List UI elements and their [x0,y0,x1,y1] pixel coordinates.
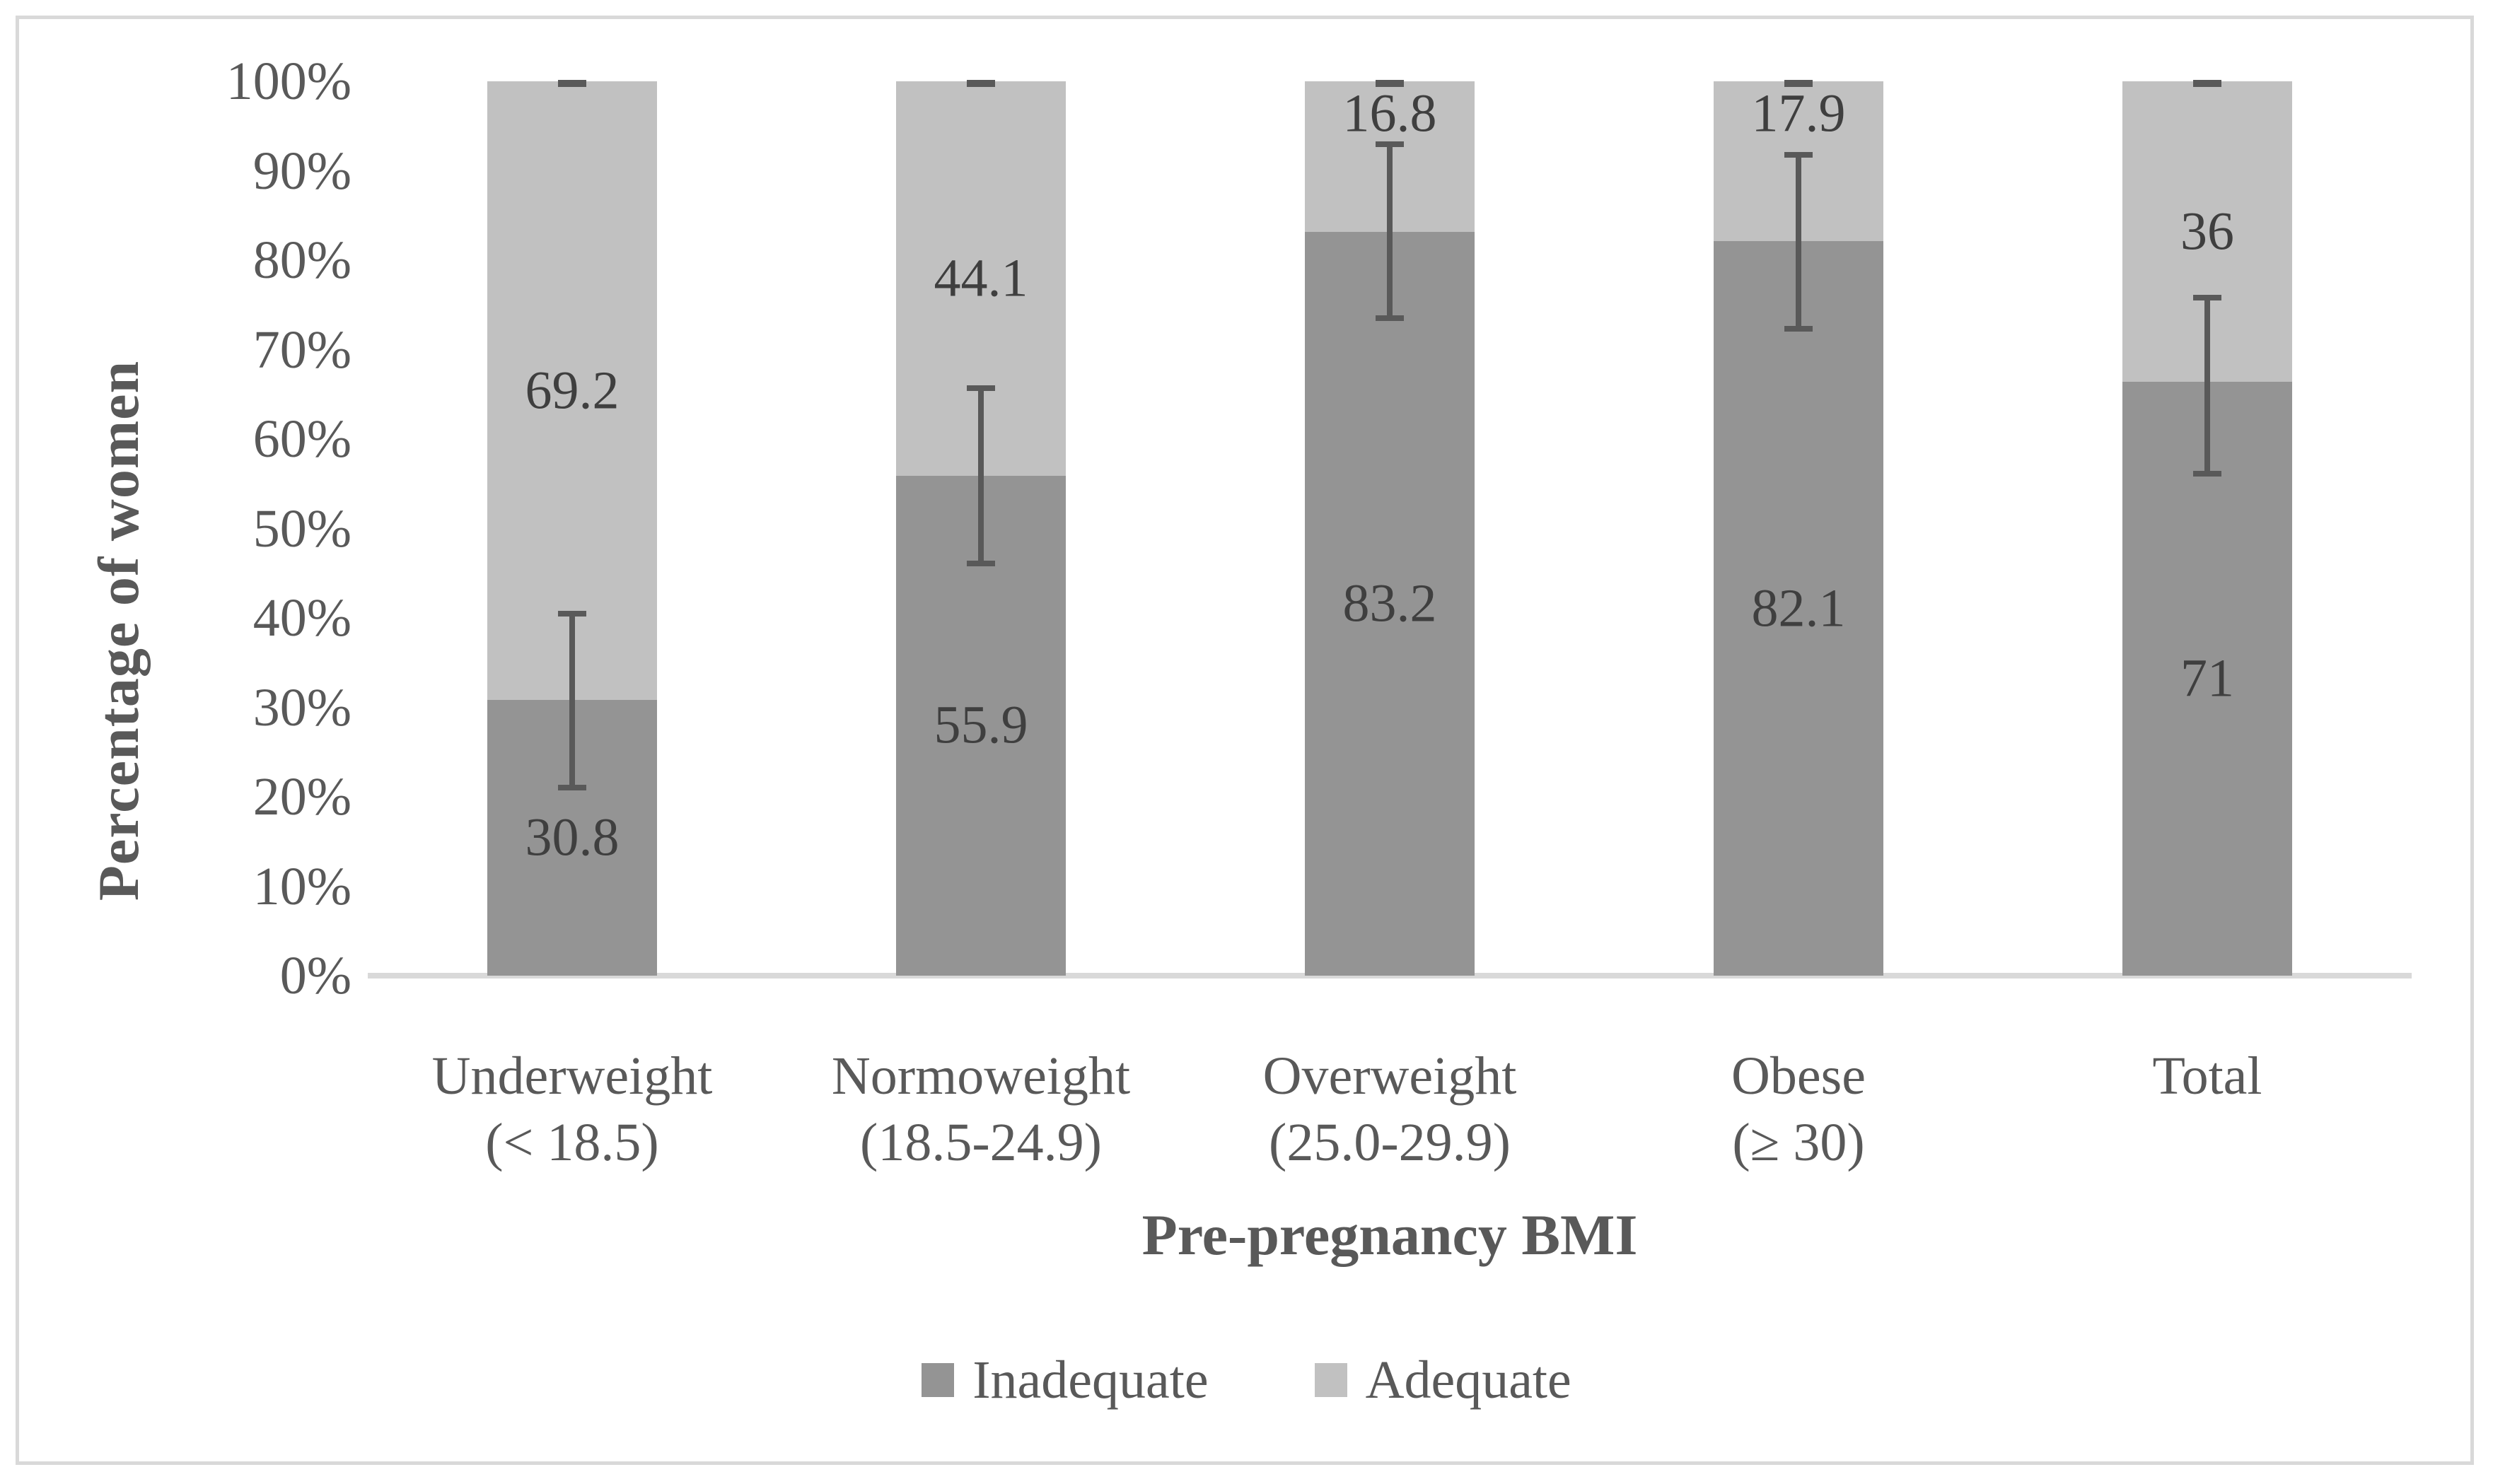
bar-segment-adequate [487,81,657,701]
y-tick-label: 90% [252,141,351,201]
error-bar-cap-top [1784,151,1813,158]
category-label-line: (25.0-29.9) [1269,1113,1511,1172]
category-label: Overweight (25.0-29.9) [1185,1043,1594,1176]
y-tick-label: 0% [279,946,351,1005]
error-bar-cap-top [967,385,995,391]
category-label-line: (18.5-24.9) [860,1113,1102,1172]
error-bar-cap-100pct [2193,80,2221,87]
error-bar-cap-top [2193,295,2221,301]
legend-item-adequate: Adequate [1314,1345,1571,1415]
x-axis-title: Pre-pregnancy BMI [1141,1203,1638,1267]
error-bar-whisker [569,613,575,788]
error-bar-cap-100pct [1784,80,1813,87]
category-label-line: Normoweight [831,1046,1131,1106]
adequate-swatch-icon [1314,1363,1347,1397]
category-label-line: Underweight [431,1046,713,1106]
category-label-line: Obese [1731,1046,1866,1106]
y-tick-label: 60% [252,409,351,469]
data-label-inadequate: 30.8 [525,807,620,867]
data-label-adequate: 69.2 [525,361,620,421]
error-bar-whisker [978,387,984,563]
y-tick-label: 100% [226,52,351,111]
data-label-inadequate: 55.9 [934,695,1028,755]
category-label-line: (≥ 30) [1732,1113,1865,1172]
error-bar-cap-bottom [1376,315,1404,322]
x-axis-line [368,973,2412,978]
error-bar-whisker [2204,298,2210,474]
y-tick-label: 20% [252,767,351,826]
error-bar-whisker [1796,154,1801,329]
inadequate-swatch-icon [922,1363,955,1397]
error-bar-cap-100pct [967,80,995,87]
error-bar-cap-top [558,610,586,617]
error-bar-cap-bottom [1784,326,1813,332]
legend-label-adequate: Adequate [1365,1350,1571,1410]
category-label-line: Overweight [1262,1046,1517,1106]
y-tick-label: 10% [252,856,351,916]
data-label-inadequate: 82.1 [1751,578,1846,638]
bar-segment-inadequate [2122,382,2292,976]
figure-border [16,16,2474,1465]
error-bar-cap-100pct [558,80,586,87]
x-axis-category-labels: Underweight (< 18.5) Normoweight (18.5-24.9… [368,1043,2412,1176]
error-bar-cap-bottom [558,785,586,791]
legend-item-inadequate: Inadequate [922,1345,1209,1415]
y-tick-label: 40% [252,588,351,648]
category-label: Total [2003,1043,2412,1176]
data-label-inadequate: 71 [2180,648,2234,708]
y-tick-label: 70% [252,320,351,380]
data-label-adequate: 44.1 [934,248,1028,308]
error-bar-cap-bottom [2193,471,2221,477]
bar-segment-inadequate [1305,231,1475,976]
legend-label-inadequate: Inadequate [972,1350,1209,1410]
bar-segment-inadequate [1714,241,1883,976]
error-bar-cap-bottom [967,560,995,566]
y-tick-label: 30% [252,677,351,737]
category-label: Normoweight (18.5-24.9) [777,1043,1185,1176]
legend: Inadequate Adequate [0,1345,2493,1415]
y-tick-label: 50% [252,498,351,559]
data-label-inadequate: 83.2 [1342,573,1437,633]
error-bar-cap-100pct [1376,80,1404,87]
category-label: Obese (≥ 30) [1594,1043,2003,1176]
data-label-adequate: 16.8 [1342,83,1437,144]
error-bar-cap-top [1376,141,1404,147]
category-label-line: (< 18.5) [485,1113,659,1172]
category-label-line: Total [2152,1046,2262,1106]
y-tick-label: 80% [252,230,351,290]
plot-area: 30.8 69.2 55.9 44.1 83.2 16.8 82.1 17.9 71 36 [368,80,2412,976]
data-label-adequate: 36 [2180,201,2234,262]
error-bar-whisker [1387,144,1393,319]
data-label-adequate: 17.9 [1751,83,1846,144]
category-label: Underweight (< 18.5) [368,1043,777,1176]
